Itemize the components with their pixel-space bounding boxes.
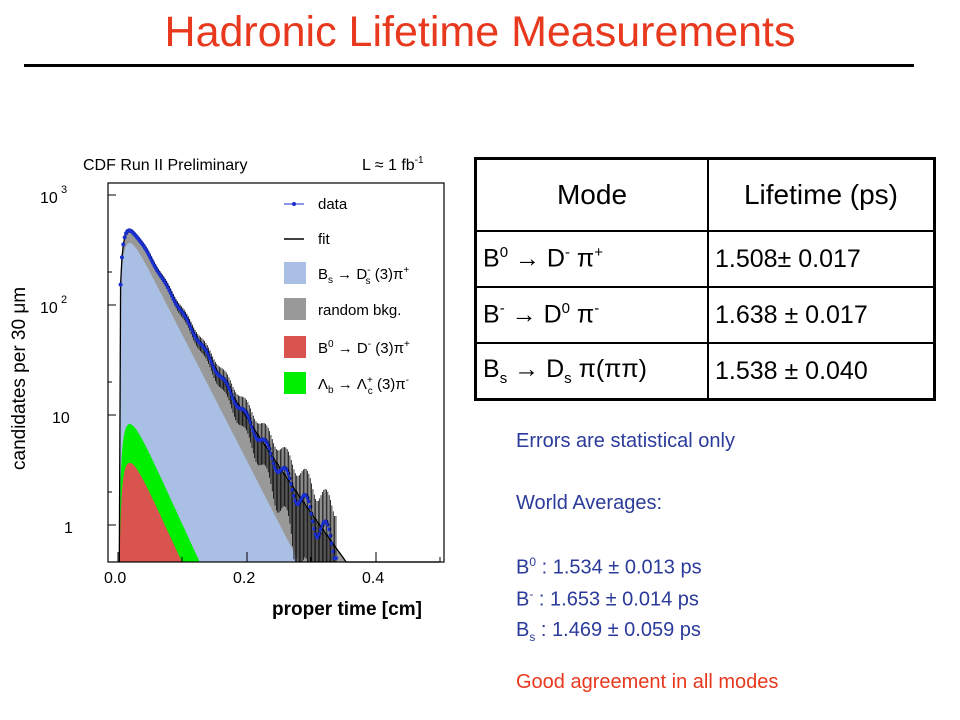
legend-data-label: data [318, 196, 348, 213]
data-layer [118, 228, 338, 562]
data-point [333, 556, 338, 561]
ytick-10: 10 [52, 410, 70, 427]
legend-b0-swatch [284, 336, 306, 358]
header-lifetime: Lifetime (ps) [707, 157, 936, 232]
xtick-0: 0.0 [104, 570, 126, 587]
world-average-bminus: B- : 1.653 ± 0.014 ps [516, 587, 699, 611]
ytick-1: 1 [64, 520, 73, 537]
legend-b0-label: B0 → D- (3)π+ [318, 339, 410, 357]
y-ticks [108, 194, 116, 526]
legend-random-swatch [284, 298, 306, 320]
lifetime-table: Mode Lifetime (ps) B0 → D- π+ 1.508± 0.0… [474, 157, 936, 401]
world-averages-heading: World Averages: [516, 492, 663, 514]
plot-header-right: L ≈ 1 fb-1 [362, 155, 424, 174]
data-point [118, 282, 123, 287]
x-axis-label: proper time [cm] [272, 599, 422, 620]
header-mode: Mode [474, 157, 709, 232]
legend-bs-swatch [284, 262, 306, 284]
plot-frame [107, 182, 445, 563]
mode-cell: B- → D0 π- [474, 286, 709, 344]
ytick-1000: 10 [40, 190, 58, 207]
table-header-row: Mode Lifetime (ps) [474, 157, 936, 232]
slide-title: Hadronic Lifetime Measurements [164, 8, 796, 56]
legend: data fit Bs → D-s (3)π+ random bkg. B0 →… [284, 196, 410, 397]
xtick-2: 0.4 [362, 570, 384, 587]
data-point [119, 255, 124, 260]
legend-data: data [284, 196, 348, 213]
errors-note: Errors are statistical only [516, 430, 735, 452]
legend-bs-label: Bs → D-s (3)π+ [318, 265, 409, 287]
lifetime-cell: 1.638 ± 0.017 [707, 286, 936, 344]
world-average-bs: Bs : 1.469 ± 0.059 ps [516, 619, 701, 644]
b0-component-area [119, 462, 444, 562]
xtick-1: 0.2 [233, 570, 255, 587]
conclusion-note: Good agreement in all modes [516, 671, 779, 693]
mode-cell: B0 → D- π+ [474, 230, 709, 288]
ytick-1000-exp: 3 [61, 184, 67, 196]
legend-lb-label: Λb → Λ+ c (3)π- [318, 375, 409, 397]
mode-cell: Bs → Ds π(ππ) [474, 342, 709, 401]
ytick-100-exp: 2 [61, 294, 67, 306]
ytick-100: 10 [40, 300, 58, 317]
legend-fit: fit [284, 231, 331, 248]
legend-fit-label: fit [318, 231, 331, 248]
plot-header-left: CDF Run II Preliminary [83, 157, 247, 174]
x-ticks [117, 552, 441, 562]
title-underline [24, 64, 914, 67]
data-point [121, 242, 126, 247]
lifetime-plot: 10 3 10 2 10 1 0.0 0.2 0.4 proper time [… [9, 155, 445, 620]
legend-lb-swatch [284, 372, 306, 394]
table-row: B0 → D- π+ 1.508± 0.017 [474, 230, 936, 288]
lifetime-cell: 1.538 ± 0.040 [707, 342, 936, 401]
lifetime-cell: 1.508± 0.017 [707, 230, 936, 288]
table-row: Bs → Ds π(ππ) 1.538 ± 0.040 [474, 342, 936, 401]
table-row: B- → D0 π- 1.638 ± 0.017 [474, 286, 936, 344]
bs-component-area [119, 242, 444, 562]
data-point [122, 235, 127, 240]
legend-random-label: random bkg. [318, 302, 401, 319]
world-average-b0: B0 : 1.534 ± 0.013 ps [516, 555, 702, 579]
y-axis-label: candidates per 30 μm [9, 287, 30, 470]
